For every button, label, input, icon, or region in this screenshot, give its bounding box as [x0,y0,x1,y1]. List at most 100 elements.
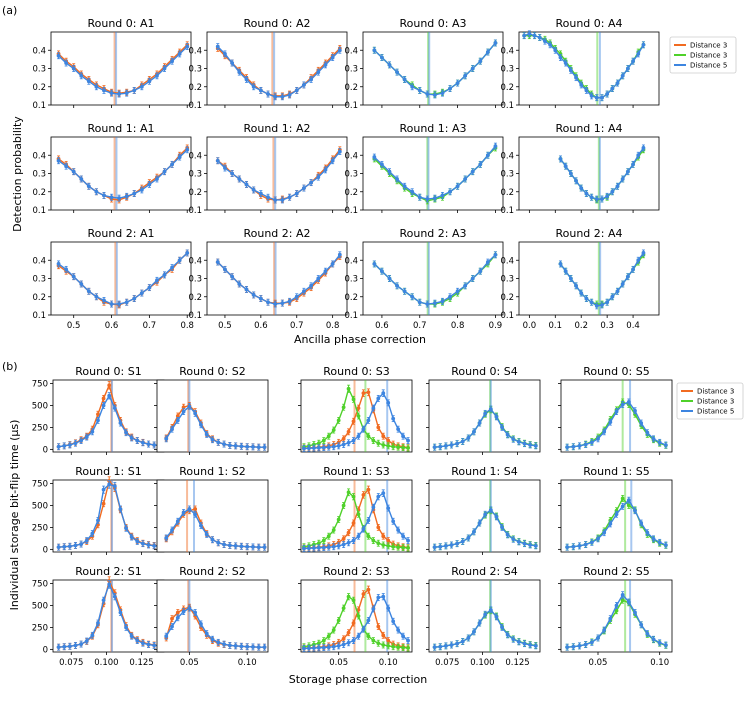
data-point [316,441,321,446]
data-point [307,546,311,551]
data-point [331,628,336,632]
legend-entry: Distance 3 [690,52,727,60]
data-point [79,542,84,546]
part-b-label: (b) [2,360,18,373]
data-point [361,493,366,497]
data-point [341,442,346,447]
data-point [321,538,326,543]
data-point [96,621,100,625]
data-point [244,287,249,292]
data-point [185,147,190,152]
x-tick-label: 0.3 [600,321,614,331]
data-point [294,88,299,93]
data-point [485,153,490,158]
panel-round-0-s5: Round 0: S5 [558,365,673,455]
data-point [371,438,376,443]
y-tick-label: 750 [32,480,48,490]
data-point [326,634,331,639]
panel-title: Round 1: A3 [399,122,466,135]
data-point [256,645,261,650]
data-point [380,269,384,274]
data-point [311,546,316,550]
data-point [366,587,371,592]
data-point [351,419,356,424]
data-point [356,414,361,418]
data-point [449,643,454,647]
data-point [94,189,99,194]
panel-round-2-a4: Round 2: A4 0.1 0.2 0.3 0.4 0.0 0.1 0.2 0.3 0.4 [500,227,660,331]
data-point [372,262,377,266]
data-point [222,542,226,547]
data-point [152,643,157,648]
series-line [303,595,409,650]
data-point [485,50,490,54]
data-point [477,521,482,525]
data-point [102,193,106,198]
data-point [522,33,527,38]
data-point [565,545,570,550]
x-tick-label: 0.10 [650,658,669,668]
data-point [84,639,89,643]
data-point [583,542,588,547]
data-point [663,543,668,547]
data-point [210,637,215,642]
data-point [337,48,342,53]
data-point [528,643,533,647]
data-point [645,631,650,636]
data-point [356,614,361,618]
y-tick-label: 0.3 [500,275,514,285]
y-tick-label: 0.2 [344,293,358,303]
data-point [620,504,625,509]
series-line [303,488,409,549]
data-point [636,258,641,263]
data-point [511,637,516,642]
data-point [381,434,386,439]
y-tick-label: 0.1 [32,101,46,111]
panel-round-1-s1: Round 1: S1 0 250 500 750 [32,465,165,555]
panel-round-1-a1: Round 1: A1 0.1 0.2 0.3 0.4 [32,122,192,216]
x-tick-label: 0.075 [59,658,83,668]
data-point [251,445,255,449]
data-point [401,434,405,439]
data-point [371,607,376,611]
data-point [146,543,151,547]
x-tick-label: 0.05 [589,658,608,668]
data-point [251,188,256,192]
data-point [505,532,510,537]
data-point [280,301,285,306]
panel-title: Round 1: A2 [243,122,310,135]
data-point [396,445,401,450]
panel-title: Round 1: A4 [555,122,622,135]
data-point [90,633,95,638]
data-point [574,75,578,80]
data-point [287,195,292,200]
data-point [574,283,578,288]
data-point [425,302,430,306]
data-point [440,299,445,304]
data-point [620,402,625,407]
data-point [216,440,221,445]
y-tick-label: 0.4 [344,46,358,56]
data-point [230,61,235,65]
data-point [64,61,69,65]
data-point [488,607,493,612]
data-point [532,33,537,38]
data-point [438,644,443,649]
data-point [371,406,376,410]
data-point [132,88,137,93]
y-tick-label: 0.3 [344,65,358,75]
data-point [466,436,471,440]
data-point [663,443,668,447]
data-point [141,440,145,445]
data-point [323,269,328,274]
data-point [579,291,584,295]
data-point [341,642,346,647]
data-point [366,487,371,492]
data-point [56,53,61,58]
data-point [73,441,78,446]
data-point [605,300,610,305]
data-point [577,443,582,448]
data-point [266,300,270,305]
data-point [262,645,267,650]
data-point [596,636,600,640]
